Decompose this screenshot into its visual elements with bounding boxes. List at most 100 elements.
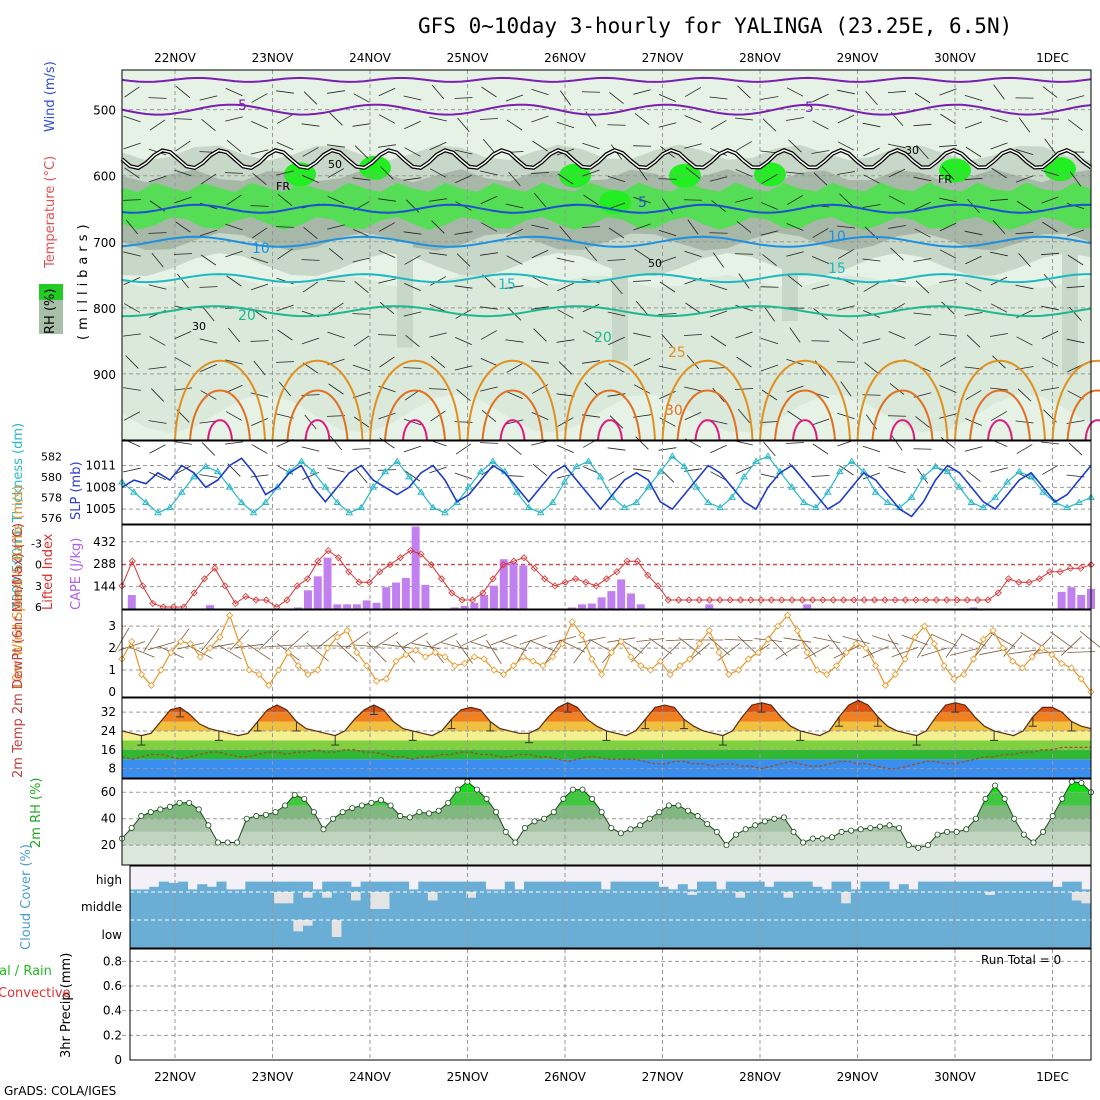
lifted-point — [190, 589, 198, 597]
lifted-point — [819, 596, 827, 604]
wind-barb — [888, 143, 906, 149]
cloud-cell — [235, 892, 246, 920]
thickness-point — [237, 498, 246, 506]
cloud-cell — [149, 920, 160, 948]
lifted-point — [283, 596, 291, 604]
cloud-cell — [206, 892, 217, 920]
wind-barb-10m — [264, 644, 293, 648]
cloud-cell — [1023, 920, 1034, 948]
wind-speed-point — [157, 666, 165, 674]
wind-barb — [1041, 170, 1059, 176]
wind-barb — [531, 224, 549, 230]
wind-barb — [302, 362, 319, 374]
wind-speed-point — [568, 618, 576, 626]
wind-barb — [761, 174, 778, 184]
wind-barb — [683, 334, 703, 336]
date-label-bottom: 27NOV — [642, 1070, 684, 1084]
contour-label: 30 — [905, 144, 919, 157]
wind-barb — [581, 91, 601, 93]
cape-bar — [421, 584, 430, 609]
cloud-cell — [1023, 892, 1034, 920]
cloud-cell — [687, 920, 698, 948]
wind-speed-point — [979, 635, 987, 643]
wind-barb — [685, 87, 701, 97]
wind-barb — [430, 355, 446, 369]
wind-barb-10m — [235, 643, 264, 649]
wind-barb — [480, 386, 498, 392]
wind-barb — [123, 142, 141, 150]
wind-barb — [607, 311, 626, 317]
wind-barb — [533, 192, 547, 208]
wind-barb — [150, 388, 165, 402]
wind-barb — [403, 95, 422, 101]
cloud-cell — [869, 892, 880, 920]
wind-barb — [482, 138, 496, 154]
cloud-cell — [658, 886, 669, 892]
lifted-point — [613, 568, 621, 576]
rh-plume — [782, 241, 798, 322]
cloud-cell — [130, 892, 141, 920]
wind-barb — [1016, 444, 1033, 454]
wind-speed-point — [167, 648, 175, 657]
panel-frame — [129, 948, 1092, 1061]
wind-barb-10m — [200, 628, 220, 652]
rh-point — [186, 799, 193, 806]
wind-barb — [632, 280, 652, 282]
cloud-cell — [639, 920, 650, 948]
wind-barb — [1015, 175, 1034, 183]
wind-speed-point — [862, 644, 870, 652]
rh-point — [550, 809, 557, 816]
cloud-cell — [514, 920, 525, 948]
wind-barb — [939, 279, 957, 283]
wind10m-panel: 3 2 1 0 — [108, 609, 1100, 699]
wind-barb — [505, 475, 524, 477]
wind-barb-10m — [1060, 636, 1082, 656]
wind-barb — [786, 117, 804, 121]
cloud-cell — [946, 881, 957, 892]
rh-point — [521, 824, 528, 831]
wind-barb — [301, 259, 320, 261]
lifted-point — [200, 575, 209, 583]
lifted-point — [860, 596, 868, 604]
wind-barb — [148, 284, 167, 290]
wind-barb — [684, 115, 702, 123]
wind-barb — [607, 175, 626, 183]
wind-barb — [431, 84, 445, 100]
wind-barb — [865, 90, 878, 106]
rh-point — [867, 824, 874, 831]
wind-barb — [378, 198, 396, 202]
rh-point — [992, 782, 999, 789]
cloud-cell — [312, 889, 323, 892]
wind-speed-point — [226, 611, 234, 619]
wind-barb — [658, 256, 677, 264]
wind-barb — [607, 259, 626, 261]
wind-barb — [301, 123, 320, 127]
contour-label: 20 — [238, 308, 256, 324]
rh-point — [195, 806, 202, 813]
cape-bar — [509, 562, 518, 609]
rh-plume — [397, 241, 413, 348]
cape-bar — [206, 605, 215, 609]
thickness-point — [333, 498, 342, 506]
wind-barb — [633, 384, 651, 394]
wind-barb — [788, 139, 802, 153]
wind-barb — [377, 334, 397, 336]
wind-barb — [506, 119, 523, 131]
wind-barb — [915, 416, 930, 428]
wind-barb — [1066, 95, 1085, 101]
wind-barb — [505, 94, 524, 102]
cape-label: CAPE (J/kg) — [69, 538, 84, 610]
cloud-cell — [754, 920, 765, 948]
cloud-cell — [716, 889, 727, 892]
wind-barb — [557, 417, 574, 427]
cloud-cell — [908, 920, 919, 948]
cloud-cell — [966, 881, 977, 892]
rh-point — [387, 802, 394, 809]
lifted-point — [984, 596, 992, 604]
cape-bar — [617, 579, 626, 609]
lifted-point — [149, 599, 157, 608]
cape-bar — [1077, 595, 1086, 609]
wind-barb — [378, 144, 396, 148]
rh-pocket — [359, 155, 391, 180]
wind-barb — [709, 232, 728, 234]
